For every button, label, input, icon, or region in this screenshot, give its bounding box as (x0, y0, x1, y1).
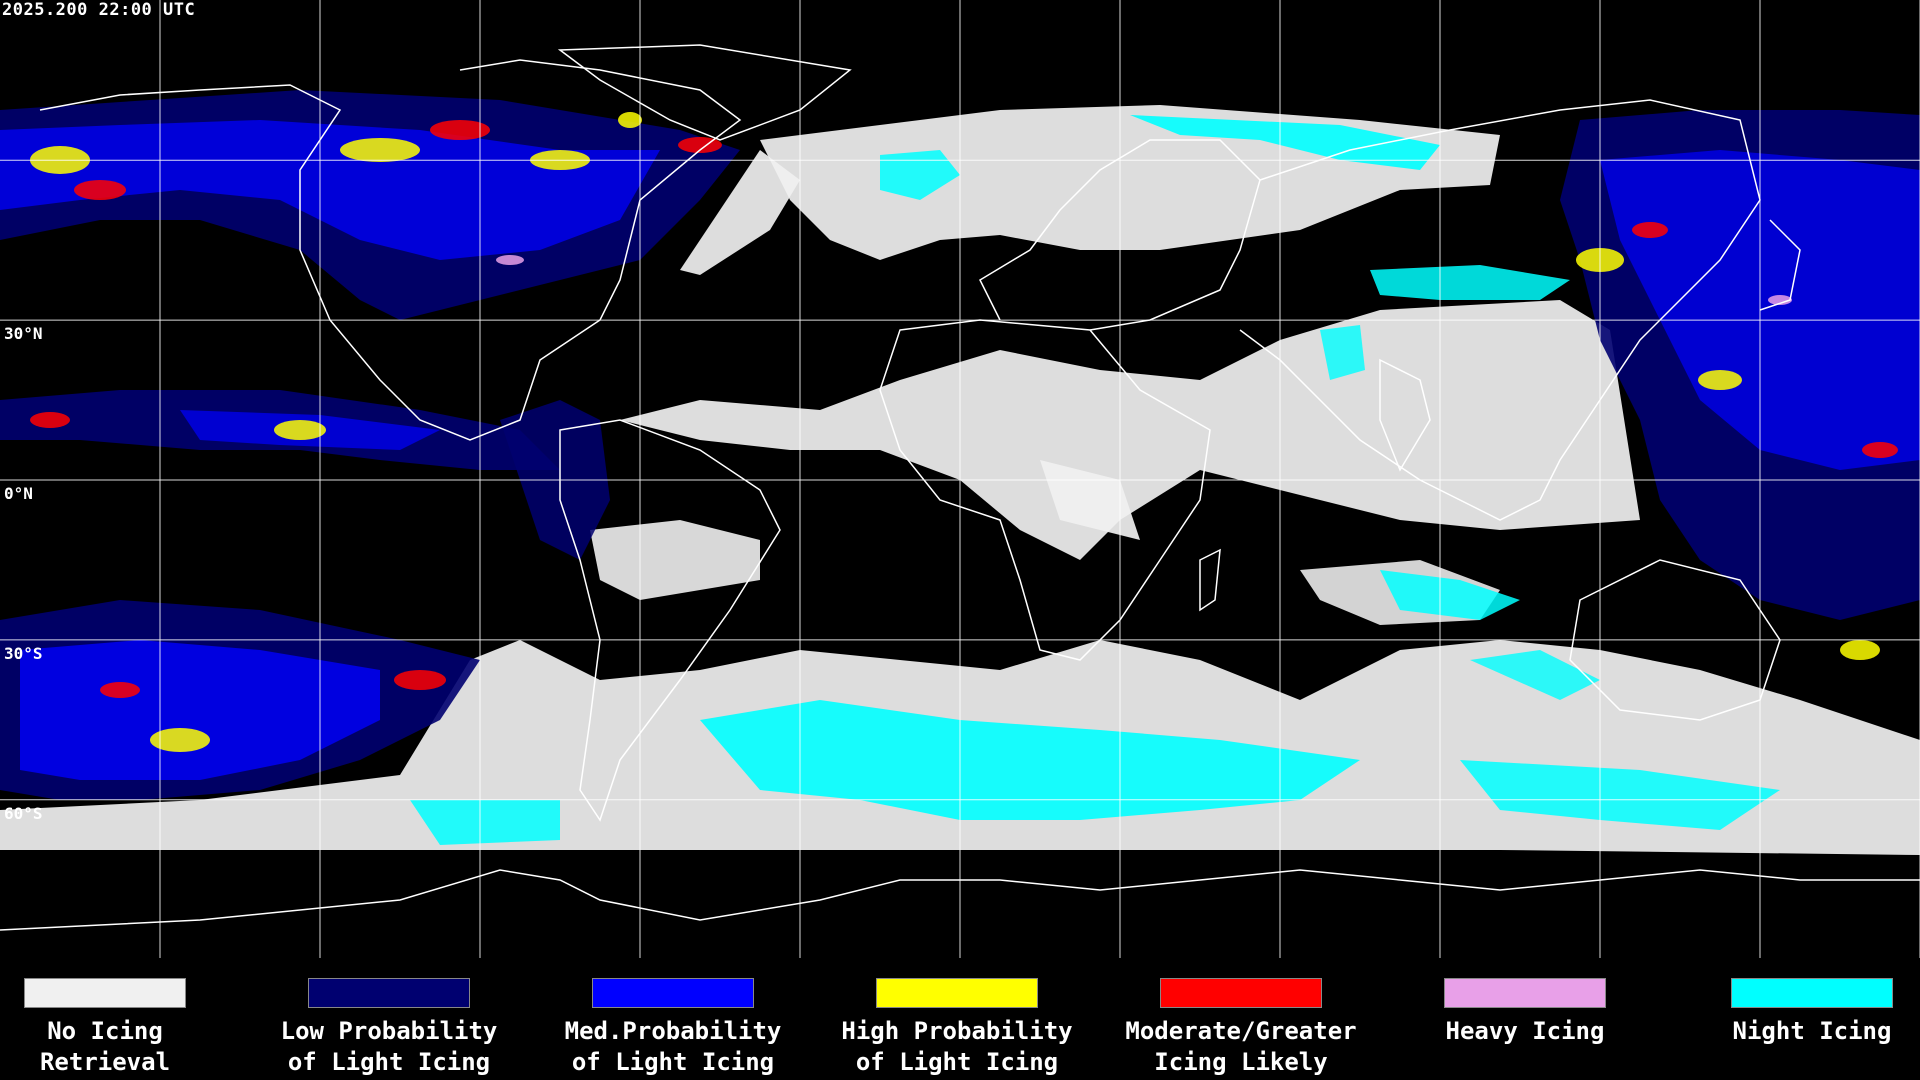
coastline-japan (1759, 219, 1801, 311)
moderate-patch (394, 670, 446, 690)
coastline-asia (1239, 99, 1761, 521)
timestamp-label: 2025.200 22:00 UTC (2, 0, 196, 20)
latitude-label: 0°N (4, 484, 33, 503)
high-prob-patch (340, 138, 420, 162)
no-icing-region-arctic-tongue (680, 150, 800, 275)
legend-swatch (1731, 978, 1893, 1008)
night-icing-australia-south (1470, 650, 1600, 700)
legend-item: Low Probability of Light Icing (264, 978, 514, 1078)
legend-label: Heavy Icing (1445, 1017, 1605, 1045)
legend-swatch (1160, 978, 1322, 1008)
high-prob-patch (618, 112, 642, 128)
coastline-greenland (557, 44, 852, 141)
moderate-patch (74, 180, 126, 200)
coastline-south-america (559, 419, 781, 822)
legend-swatch (592, 978, 754, 1008)
legend: No Icing Retrieval Low Probability of Lig… (0, 960, 1920, 1080)
coastline-europe (979, 139, 1261, 331)
legend-swatch (876, 978, 1038, 1008)
med-prob-south-pacific (20, 640, 380, 780)
night-icing-indian (1380, 570, 1520, 620)
legend-item: High Probability of Light Icing (832, 978, 1082, 1078)
latitude-label: 30°N (4, 324, 43, 344)
legend-label: Moderate/Greater Icing Likely (1125, 1017, 1357, 1076)
high-prob-patch (1840, 640, 1880, 660)
night-icing-layer (410, 115, 1780, 845)
heavy-patch (1768, 295, 1792, 305)
coastline-india (1379, 358, 1431, 472)
legend-swatch (24, 978, 186, 1008)
legend-label: Night Icing (1732, 1017, 1892, 1045)
legend-label: Low Probability of Light Icing (280, 1017, 498, 1076)
no-icing-region-south-america-east (590, 520, 760, 600)
heavy-patch (496, 255, 524, 265)
heavy-icing-patches (496, 255, 1792, 305)
legend-label: Med.Probability of Light Icing (564, 1017, 782, 1076)
med-prob-north-america (0, 120, 660, 260)
moderate-patch (100, 682, 140, 698)
legend-swatch (1444, 978, 1606, 1008)
icing-map: 2025.200 22:00 UTC 30°N 0°N 30°S 60°S (0, 0, 1920, 960)
lat-lon-gridlines (0, 0, 1920, 958)
no-icing-region-north-atlantic (760, 105, 1500, 260)
moderate-patch (1862, 442, 1898, 458)
night-icing-north-atlantic (880, 150, 960, 200)
night-icing-south-pacific (410, 800, 560, 845)
night-icing-central-asia (1370, 265, 1570, 300)
night-icing-europe (1130, 115, 1440, 170)
night-icing-south-atlantic (700, 700, 1360, 820)
moderate-icing-patches (30, 120, 1898, 698)
legend-item: Night Icing (1687, 978, 1920, 1047)
night-icing-south-indian (1460, 760, 1780, 830)
coastline-madagascar (1199, 548, 1221, 612)
moderate-patch (430, 120, 490, 140)
coastline-north-america (39, 59, 742, 441)
latitude-label: 60°S (4, 803, 43, 823)
legend-item: Heavy Icing (1400, 978, 1650, 1047)
map-canvas (0, 0, 1920, 958)
probability-icing-layer (0, 90, 1920, 800)
moderate-patch (1632, 222, 1668, 238)
legend-swatch (308, 978, 470, 1008)
high-prob-patch (1698, 370, 1742, 390)
night-icing-mid-atlantic (1320, 325, 1365, 380)
legend-item: Moderate/Greater Icing Likely (1116, 978, 1366, 1078)
moderate-patch (30, 412, 70, 428)
legend-label: No Icing Retrieval (39, 1017, 171, 1076)
high-prob-patch (150, 728, 210, 752)
latitude-label: 30°S (4, 643, 43, 663)
legend-item: No Icing Retrieval (0, 978, 230, 1078)
high-prob-patch (274, 420, 326, 440)
legend-item: Med.Probability of Light Icing (548, 978, 798, 1078)
legend-label: High Probability of Light Icing (841, 1017, 1073, 1076)
no-icing-region-africa-asia (620, 300, 1640, 560)
